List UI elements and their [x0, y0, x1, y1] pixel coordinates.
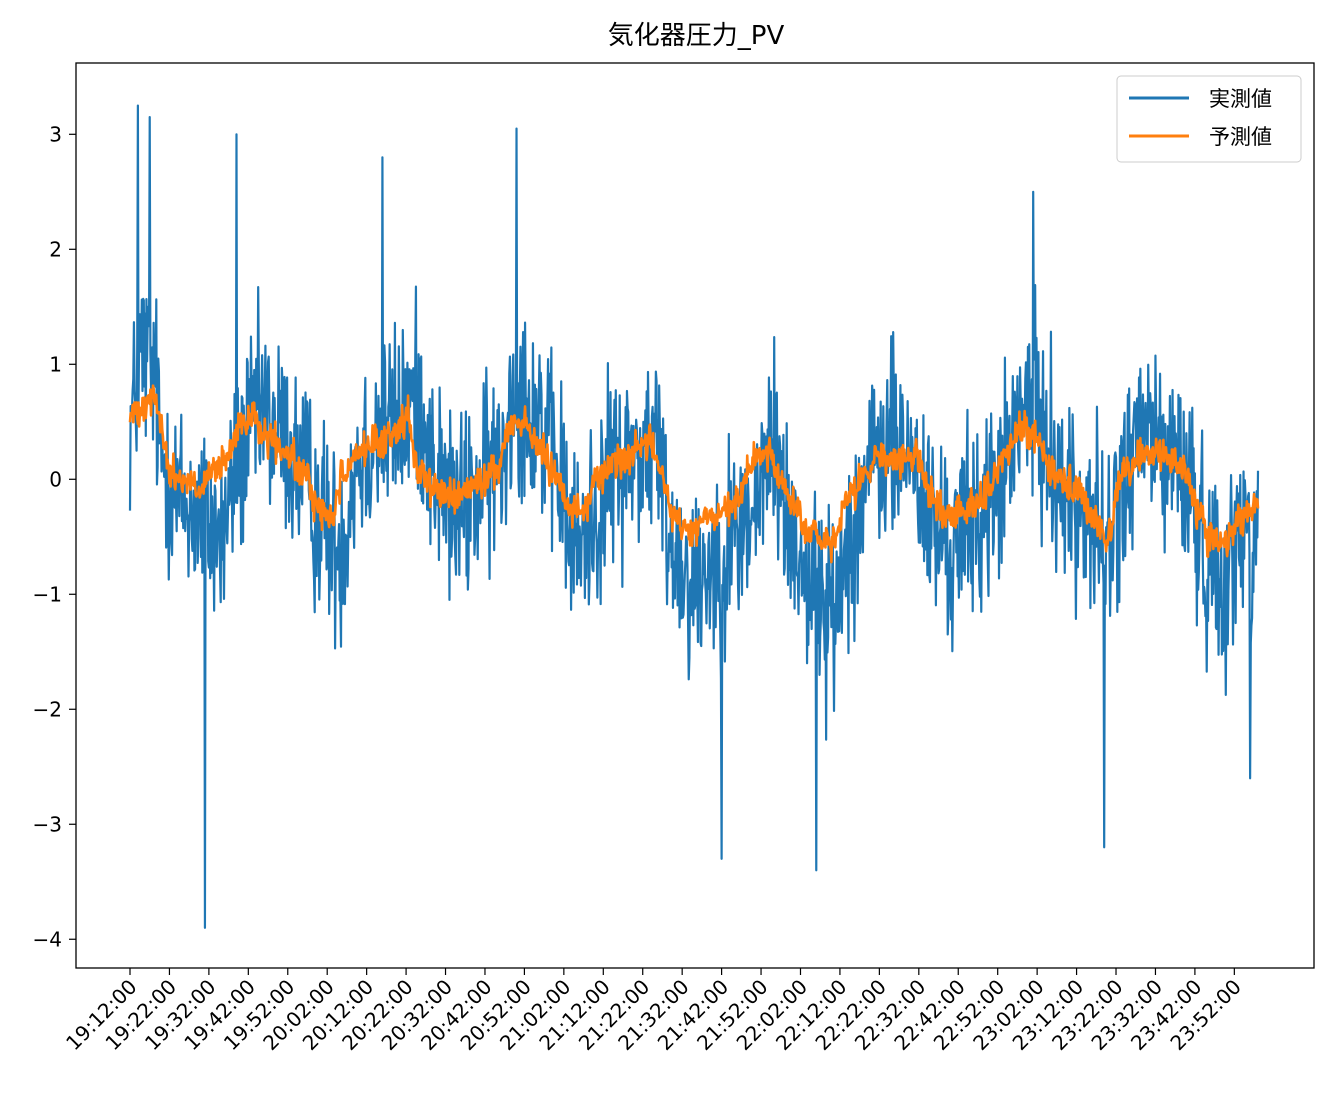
plot-frame	[75, 62, 1315, 969]
y-tick-label: −1	[33, 582, 62, 606]
y-tick-label: −4	[33, 927, 62, 951]
y-tick-label: 2	[49, 237, 62, 261]
series-line-predicted	[128, 384, 1260, 564]
series-layer	[128, 104, 1260, 929]
legend-label-measured: 実測値	[1209, 87, 1272, 111]
y-tick-label: −3	[33, 812, 62, 836]
y-tick-label: 1	[49, 352, 62, 376]
chart-title: 気化器圧力_PV	[608, 21, 785, 51]
legend-label-predicted: 予測値	[1209, 125, 1272, 149]
y-tick-label: −2	[33, 697, 62, 721]
y-tick-label: 0	[49, 467, 62, 491]
y-tick-label: 3	[49, 122, 62, 146]
legend: 実測値 予測値	[1116, 75, 1302, 163]
y-axis: 3 2 1 0 −1 −2 −3 −4	[33, 122, 76, 951]
